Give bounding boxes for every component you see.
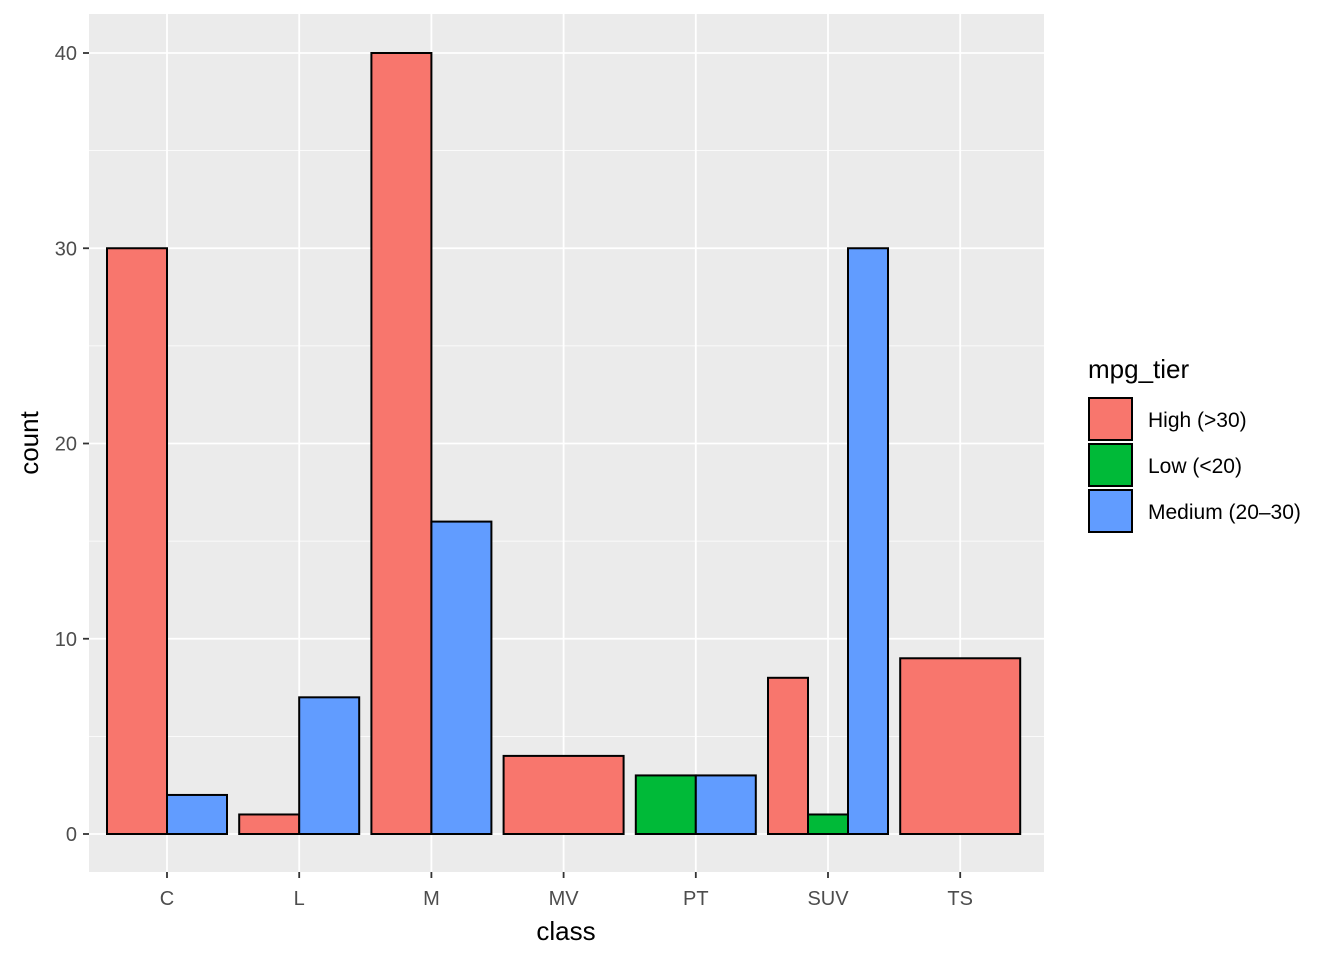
bar-m-high bbox=[370, 52, 433, 835]
bar-c-high bbox=[106, 247, 168, 835]
bar-suv-high bbox=[767, 676, 809, 835]
bar-l-medium bbox=[298, 696, 361, 836]
x-axis: C L M MV PT SUV TS bbox=[160, 872, 973, 910]
x-tick-label: M bbox=[423, 888, 440, 910]
x-tick-label: C bbox=[160, 888, 174, 910]
y-axis: 0 10 20 30 40 bbox=[55, 43, 89, 846]
bar-suv-low bbox=[807, 813, 849, 835]
bar-ts-high bbox=[899, 657, 1022, 836]
legend-items: High (>30) Low (<20) Medium (20–30) bbox=[1088, 397, 1301, 533]
y-tick-label: 30 bbox=[55, 238, 77, 260]
x-tick-label: MV bbox=[549, 888, 580, 910]
x-tick-label: SUV bbox=[807, 888, 849, 910]
y-tick-label: 0 bbox=[66, 824, 77, 846]
bars bbox=[106, 52, 1022, 836]
bar-pt-medium bbox=[694, 774, 757, 835]
legend-swatch bbox=[1088, 489, 1133, 533]
legend: mpg_tier High (>30) Low (<20) Medium (20–3… bbox=[1088, 354, 1301, 533]
y-tick-label: 40 bbox=[55, 43, 77, 65]
legend-label: Medium (20–30) bbox=[1148, 501, 1301, 524]
bar-mv-high bbox=[502, 754, 625, 836]
y-axis-title: count bbox=[14, 410, 44, 474]
x-tick-label: L bbox=[294, 888, 305, 910]
legend-swatch bbox=[1088, 397, 1133, 441]
legend-swatch bbox=[1088, 443, 1133, 487]
x-tick-label: TS bbox=[947, 888, 973, 910]
legend-label: High (>30) bbox=[1148, 409, 1247, 432]
bar-pt-low bbox=[634, 774, 697, 835]
x-tick-label: PT bbox=[683, 888, 709, 910]
y-tick-label: 10 bbox=[55, 629, 77, 651]
legend-label: Low (<20) bbox=[1148, 455, 1242, 478]
bar-c-medium bbox=[166, 793, 228, 836]
bar-l-high bbox=[238, 813, 301, 835]
bar-m-medium bbox=[430, 520, 493, 835]
bar-suv-medium bbox=[847, 247, 889, 835]
legend-title: mpg_tier bbox=[1088, 354, 1189, 384]
x-axis-title: class bbox=[536, 916, 595, 946]
y-tick-label: 20 bbox=[55, 434, 77, 456]
